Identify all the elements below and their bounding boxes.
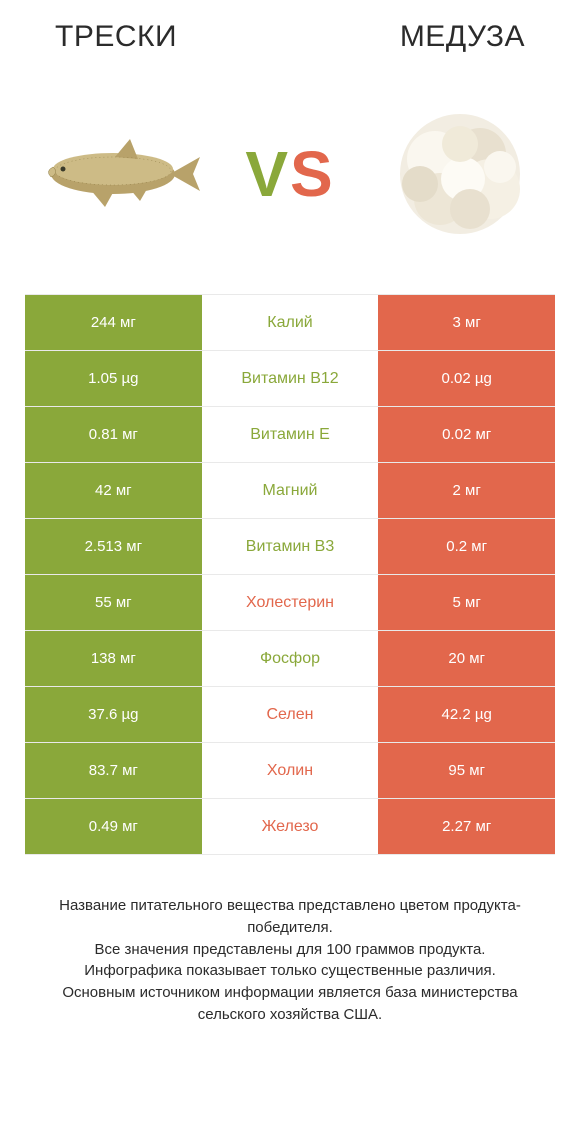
nutrient-label: Селен (202, 687, 379, 742)
table-row: 2.513 мгВитамин B30.2 мг (25, 519, 555, 575)
table-row: 244 мгКалий3 мг (25, 295, 555, 351)
nutrient-label: Магний (202, 463, 379, 518)
footer-line: Инфографика показывает только существенн… (35, 960, 545, 982)
nutrient-label: Калий (202, 295, 379, 350)
table-row: 83.7 мгХолин95 мг (25, 743, 555, 799)
nutrient-label: Витамин B3 (202, 519, 379, 574)
table-row: 37.6 µgСелен42.2 µg (25, 687, 555, 743)
right-value: 0.2 мг (378, 519, 555, 574)
table-row: 138 мгФосфор20 мг (25, 631, 555, 687)
images-row: VS (25, 89, 555, 259)
footer-text: Название питательного вещества представл… (25, 895, 555, 1026)
left-value: 37.6 µg (25, 687, 202, 742)
footer-line: Название питательного вещества представл… (35, 895, 545, 939)
footer-line: Все значения представлены для 100 граммо… (35, 939, 545, 961)
left-value: 0.81 мг (25, 407, 202, 462)
left-value: 1.05 µg (25, 351, 202, 406)
right-value: 2.27 мг (378, 799, 555, 854)
left-image (35, 89, 205, 259)
nutrient-label: Витамин E (202, 407, 379, 462)
nutrient-label: Фосфор (202, 631, 379, 686)
right-value: 2 мг (378, 463, 555, 518)
right-value: 0.02 мг (378, 407, 555, 462)
right-image (375, 89, 545, 259)
right-value: 95 мг (378, 743, 555, 798)
left-value: 244 мг (25, 295, 202, 350)
vs-v: V (245, 138, 290, 210)
table-row: 55 мгХолестерин5 мг (25, 575, 555, 631)
table-row: 1.05 µgВитамин B120.02 µg (25, 351, 555, 407)
vs-label: VS (245, 142, 334, 206)
left-value: 138 мг (25, 631, 202, 686)
nutrient-label: Витамин B12 (202, 351, 379, 406)
nutrient-label: Холестерин (202, 575, 379, 630)
right-value: 0.02 µg (378, 351, 555, 406)
right-value: 42.2 µg (378, 687, 555, 742)
right-value: 5 мг (378, 575, 555, 630)
left-value: 42 мг (25, 463, 202, 518)
table-row: 0.49 мгЖелезо2.27 мг (25, 799, 555, 855)
vs-s: S (290, 138, 335, 210)
right-title: МЕДУЗА (400, 20, 525, 54)
left-value: 83.7 мг (25, 743, 202, 798)
nutrient-label: Холин (202, 743, 379, 798)
footer-line: Основным источником информации является … (35, 982, 545, 1026)
left-value: 2.513 мг (25, 519, 202, 574)
right-value: 20 мг (378, 631, 555, 686)
right-value: 3 мг (378, 295, 555, 350)
left-title: ТРЕСКИ (55, 20, 177, 54)
table-row: 0.81 мгВитамин E0.02 мг (25, 407, 555, 463)
left-value: 0.49 мг (25, 799, 202, 854)
table-row: 42 мгМагний2 мг (25, 463, 555, 519)
comparison-table: 244 мгКалий3 мг1.05 µgВитамин B120.02 µg… (25, 294, 555, 855)
left-value: 55 мг (25, 575, 202, 630)
nutrient-label: Железо (202, 799, 379, 854)
titles-row: ТРЕСКИ МЕДУЗА (25, 20, 555, 64)
